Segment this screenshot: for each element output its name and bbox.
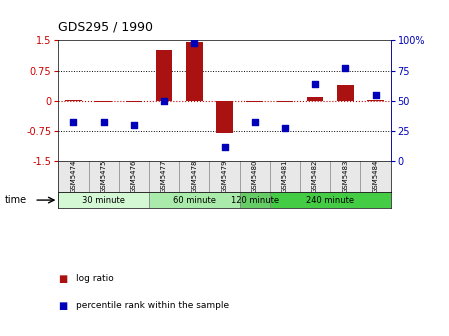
Bar bbox=[156, 50, 172, 101]
Text: GSM5476: GSM5476 bbox=[131, 160, 137, 193]
Text: time: time bbox=[4, 195, 26, 205]
Text: GSM5482: GSM5482 bbox=[312, 160, 318, 193]
Text: ■: ■ bbox=[58, 274, 68, 284]
Text: GSM5478: GSM5478 bbox=[191, 160, 197, 193]
Point bbox=[312, 81, 319, 86]
Text: GSM5479: GSM5479 bbox=[221, 160, 228, 193]
Point bbox=[70, 120, 77, 125]
Text: GSM5475: GSM5475 bbox=[101, 160, 107, 193]
Text: GSM5474: GSM5474 bbox=[70, 160, 76, 193]
Point bbox=[372, 92, 379, 97]
Bar bbox=[149, 192, 240, 208]
Point bbox=[251, 120, 258, 125]
Point bbox=[100, 120, 107, 125]
Point bbox=[130, 122, 137, 128]
Point bbox=[191, 40, 198, 45]
Bar bbox=[216, 101, 233, 132]
Text: log ratio: log ratio bbox=[76, 275, 114, 283]
Point bbox=[221, 144, 228, 149]
Bar bbox=[337, 85, 354, 101]
Text: GSM5483: GSM5483 bbox=[342, 160, 348, 193]
Text: percentile rank within the sample: percentile rank within the sample bbox=[76, 301, 229, 310]
Point bbox=[282, 126, 289, 131]
Point bbox=[342, 66, 349, 71]
Bar bbox=[58, 192, 149, 208]
Text: 30 minute: 30 minute bbox=[82, 196, 125, 205]
Text: GSM5480: GSM5480 bbox=[252, 160, 258, 193]
Text: GSM5484: GSM5484 bbox=[373, 160, 379, 193]
Text: 240 minute: 240 minute bbox=[306, 196, 354, 205]
Point bbox=[160, 98, 167, 103]
Bar bbox=[65, 100, 82, 101]
Text: 60 minute: 60 minute bbox=[173, 196, 216, 205]
Text: ■: ■ bbox=[58, 301, 68, 311]
Text: GDS295 / 1990: GDS295 / 1990 bbox=[58, 20, 154, 34]
Text: GSM5481: GSM5481 bbox=[282, 160, 288, 193]
Bar bbox=[126, 101, 142, 102]
Bar bbox=[307, 97, 323, 101]
Text: 120 minute: 120 minute bbox=[231, 196, 279, 205]
Text: GSM5477: GSM5477 bbox=[161, 160, 167, 193]
Bar bbox=[367, 100, 384, 101]
Bar bbox=[270, 192, 391, 208]
Bar bbox=[240, 192, 270, 208]
Bar bbox=[186, 42, 202, 101]
